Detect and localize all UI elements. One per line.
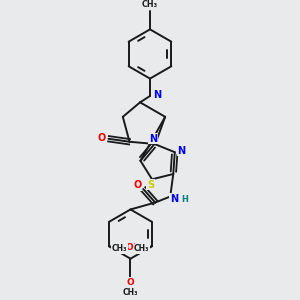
Text: O: O	[133, 180, 141, 190]
Text: S: S	[147, 180, 154, 190]
Text: N: N	[177, 146, 185, 156]
Text: CH₃: CH₃	[112, 244, 127, 253]
Text: CH₃: CH₃	[134, 244, 149, 253]
Text: N: N	[153, 89, 162, 100]
Text: N: N	[149, 134, 157, 144]
Text: H: H	[181, 195, 188, 204]
Text: O: O	[125, 243, 133, 252]
Text: N: N	[170, 194, 178, 204]
Text: O: O	[98, 133, 106, 142]
Text: O: O	[128, 243, 136, 252]
Text: CH₃: CH₃	[142, 0, 158, 9]
Text: CH₃: CH₃	[123, 287, 138, 296]
Text: O: O	[127, 278, 134, 287]
